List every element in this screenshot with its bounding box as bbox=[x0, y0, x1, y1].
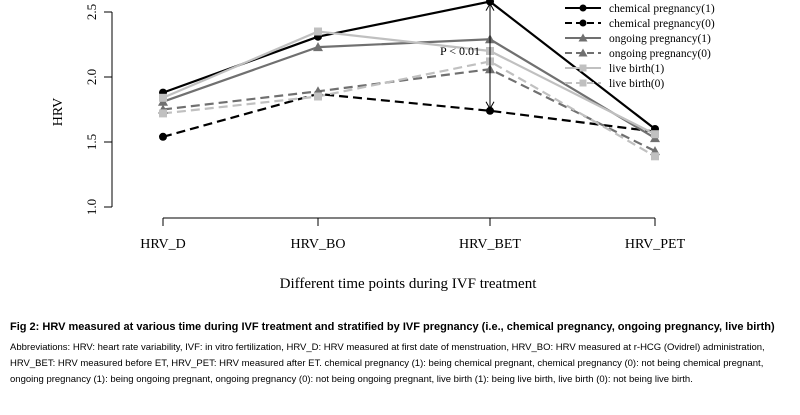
x-tick-label: HRV_BET bbox=[459, 237, 521, 252]
y-tick-label: 2.5 bbox=[84, 4, 99, 20]
x-axis-ticks: HRV_D HRV_BO HRV_BET HRV_PET bbox=[140, 218, 686, 252]
data-point bbox=[314, 92, 322, 101]
legend-label: chemical pregnancy(0) bbox=[609, 18, 715, 30]
figure-title: Fig 2: HRV measured at various time duri… bbox=[10, 321, 775, 333]
abbreviations-note: Abbreviations: HRV: heart rate variabili… bbox=[10, 342, 765, 385]
arrow-head-bottom bbox=[485, 101, 495, 110]
legend-label: ongoing pregnancy(0) bbox=[609, 48, 711, 60]
data-point bbox=[486, 106, 494, 115]
legend-item: chemical pregnancy(0) bbox=[565, 18, 715, 30]
data-point bbox=[651, 152, 659, 161]
x-axis-label: Different time points during IVF treatme… bbox=[280, 276, 538, 292]
y-axis-label: HRV bbox=[51, 98, 66, 126]
legend-item: ongoing pregnancy(0) bbox=[565, 48, 711, 60]
data-point bbox=[313, 42, 323, 52]
data-point bbox=[159, 109, 167, 118]
series-line bbox=[162, 60, 656, 158]
legend-marker bbox=[579, 19, 587, 27]
y-tick-label: 2.0 bbox=[84, 69, 99, 85]
legend-marker bbox=[579, 4, 587, 12]
legend-marker bbox=[579, 64, 587, 72]
y-tick-label: 1.0 bbox=[84, 199, 99, 215]
legend-item: ongoing pregnancy(1) bbox=[565, 33, 711, 45]
legend-item: live birth(0) bbox=[565, 78, 664, 90]
data-point bbox=[159, 132, 167, 141]
legend-marker bbox=[578, 48, 588, 57]
x-tick-label: HRV_PET bbox=[625, 237, 686, 252]
p-value-annotation: P < 0.01 bbox=[440, 2, 495, 110]
legend-marker bbox=[579, 79, 587, 87]
y-axis-ticks: 1.0 1.5 2.0 2.5 bbox=[84, 4, 112, 215]
data-point bbox=[159, 93, 167, 102]
legend-label: live birth(0) bbox=[609, 78, 664, 90]
data-point bbox=[651, 130, 659, 139]
legend: chemical pregnancy(1) chemical pregnancy(… bbox=[565, 3, 715, 90]
data-point bbox=[314, 27, 322, 36]
legend-item: live birth(1) bbox=[565, 63, 664, 75]
x-tick-label: HRV_BO bbox=[291, 237, 346, 252]
x-tick-label: HRV_D bbox=[140, 237, 186, 252]
series-line bbox=[162, 30, 656, 136]
arrow-head-top bbox=[485, 2, 495, 11]
legend-label: chemical pregnancy(1) bbox=[609, 3, 715, 15]
chart-axes bbox=[111, 12, 655, 219]
legend-item: chemical pregnancy(1) bbox=[565, 3, 715, 15]
series-line bbox=[162, 38, 656, 140]
legend-label: live birth(1) bbox=[609, 63, 664, 75]
legend-label: ongoing pregnancy(1) bbox=[609, 33, 711, 45]
legend-marker bbox=[578, 33, 588, 42]
figure-caption: Fig 2: HRV measured at various time duri… bbox=[10, 320, 792, 388]
annotation-label: P < 0.01 bbox=[440, 44, 480, 58]
hrv-line-chart: 1.0 1.5 2.0 2.5 HRV_D HRV_BO HRV_BET HRV_PET P… bbox=[51, 0, 715, 292]
y-tick-label: 1.5 bbox=[84, 134, 99, 150]
series-lines bbox=[162, 0, 656, 158]
series-line bbox=[162, 68, 656, 153]
